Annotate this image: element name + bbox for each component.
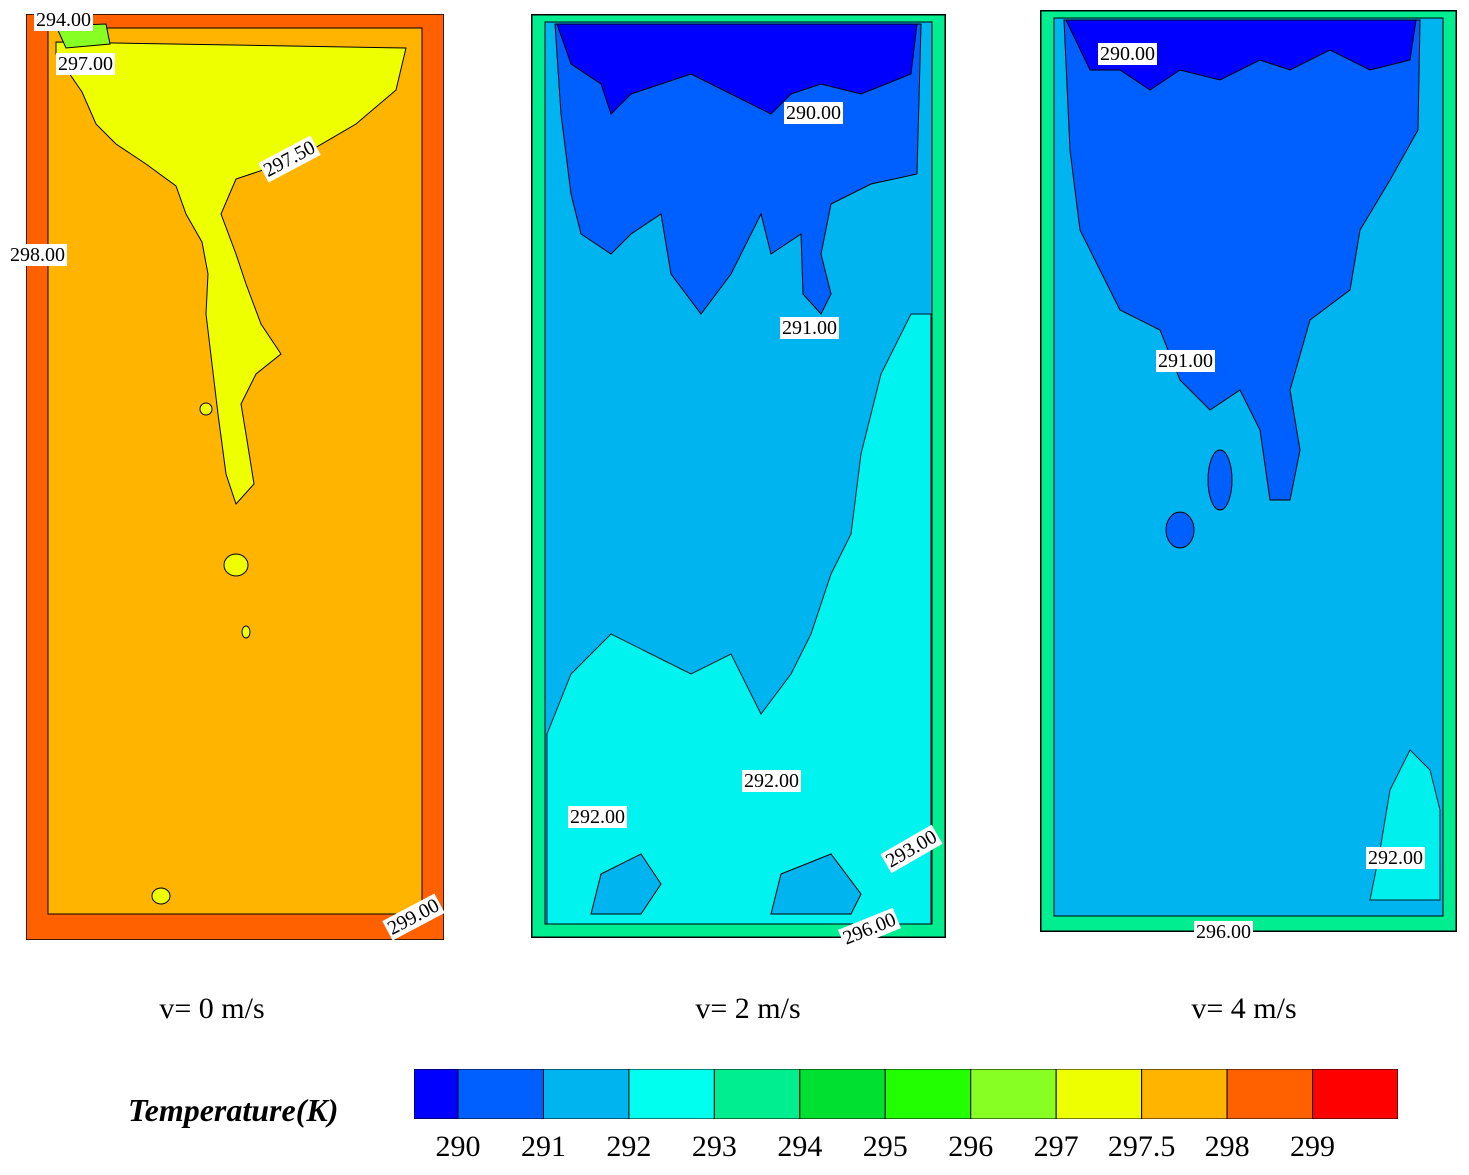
colorbar-tick-label: 294 bbox=[777, 1130, 823, 1163]
v4-cold-region bbox=[1063, 19, 1421, 501]
panel-caption-v2: v= 2 m/s bbox=[695, 992, 801, 1025]
contour-label: 291.00 bbox=[1156, 350, 1215, 372]
colorbar-swatch bbox=[1312, 1069, 1398, 1119]
colorbar-swatch bbox=[884, 1069, 972, 1119]
v0-blob bbox=[199, 402, 213, 416]
contour-label: 298.00 bbox=[8, 244, 67, 266]
contour-label: 291.00 bbox=[780, 317, 839, 339]
colorbar-swatch bbox=[713, 1069, 801, 1119]
v2-cold-region bbox=[554, 23, 922, 315]
colorbar-tick-label: 297.5 bbox=[1107, 1130, 1176, 1163]
contour-label: 290.00 bbox=[784, 102, 843, 124]
v0-blob bbox=[223, 553, 249, 577]
colorbar-swatch bbox=[1055, 1069, 1143, 1119]
panel-caption-v4: v= 4 m/s bbox=[1191, 992, 1297, 1025]
colorbar-tick-label: 297 bbox=[1033, 1130, 1079, 1163]
colorbar-swatch bbox=[628, 1069, 715, 1119]
colorbar-tick-label: 298 bbox=[1204, 1130, 1250, 1163]
colorbar-tick-label: 290 bbox=[435, 1130, 481, 1163]
v2-coldest-region bbox=[556, 23, 918, 115]
colorbar-tick-label: 291 bbox=[520, 1130, 566, 1163]
contour-label: 292.00 bbox=[568, 806, 627, 828]
contour-label: 292.00 bbox=[742, 770, 801, 792]
v2-cool-pocket bbox=[590, 853, 662, 915]
colorbar-swatch bbox=[799, 1069, 886, 1119]
colorbar-swatch bbox=[1226, 1069, 1314, 1119]
v0-blob bbox=[241, 625, 251, 639]
colorbar-swatch bbox=[457, 1069, 544, 1119]
v2-warm-region bbox=[546, 313, 932, 925]
v4-coldest-region bbox=[1065, 19, 1417, 91]
colorbar-swatch bbox=[970, 1069, 1057, 1119]
colorbar-tick-label: 292 bbox=[606, 1130, 652, 1163]
contour-panel-v0 bbox=[26, 14, 444, 940]
contour-label: 294.00 bbox=[34, 9, 93, 31]
v2-cool-pocket bbox=[770, 853, 862, 915]
v4-blob bbox=[1165, 511, 1195, 549]
colorbar-tick-label: 295 bbox=[862, 1130, 908, 1163]
contour-panel-v4 bbox=[1040, 10, 1457, 932]
colorbar-swatch bbox=[1141, 1069, 1228, 1119]
contour-label: 290.00 bbox=[1098, 43, 1157, 65]
colorbar bbox=[414, 1069, 1398, 1119]
colorbar-tick-label: 296 bbox=[948, 1130, 994, 1163]
colorbar-title: Temperature(K) bbox=[128, 1092, 339, 1128]
v0-plume-region bbox=[55, 41, 407, 505]
colorbar-tick-label: 299 bbox=[1290, 1130, 1336, 1163]
colorbar-tick-label: 293 bbox=[691, 1130, 737, 1163]
contour-label: 292.00 bbox=[1366, 847, 1425, 869]
contour-label: 296.00 bbox=[1194, 921, 1253, 943]
colorbar-swatch bbox=[414, 1069, 459, 1119]
panel-caption-v0: v= 0 m/s bbox=[159, 992, 265, 1025]
v4-blob bbox=[1207, 449, 1233, 511]
colorbar-swatch bbox=[542, 1069, 630, 1119]
contour-panel-v2 bbox=[531, 14, 946, 938]
v0-blob bbox=[151, 887, 171, 905]
contour-label: 297.00 bbox=[56, 53, 115, 75]
